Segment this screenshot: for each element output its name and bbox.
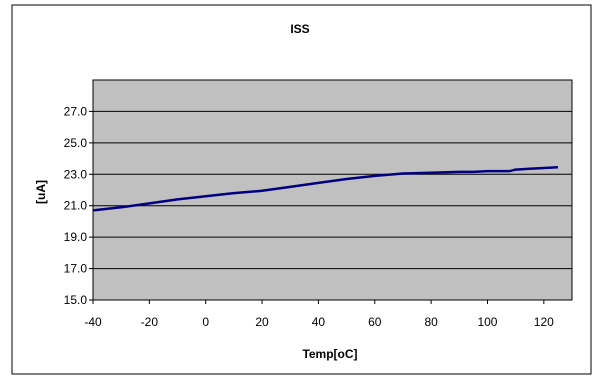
- y-tick-label: 21.0: [64, 199, 88, 213]
- series-layer: [92, 165, 558, 212]
- chart-title: ISS: [290, 22, 309, 36]
- x-tick-label: 100: [477, 315, 497, 329]
- y-tick-label: 19.0: [64, 230, 88, 244]
- x-tick-label: 80: [424, 315, 438, 329]
- x-tick-label: 20: [255, 315, 269, 329]
- x-tick-label: 60: [368, 315, 382, 329]
- y-tick-label: 17.0: [64, 262, 88, 276]
- axis-layer: 15.0 17.0 19.0 21.0 23.0 25.0 27.0 -40 -20 0 20 40 6…: [64, 80, 572, 329]
- plot-area: [92, 79, 573, 301]
- x-tick-label: 120: [534, 315, 554, 329]
- x-tick-label: -20: [141, 315, 159, 329]
- y-tick-label: 23.0: [64, 167, 88, 181]
- x-axis-title: Temp[oC]: [302, 347, 357, 361]
- y-tick-label: 15.0: [64, 293, 88, 307]
- x-tick-label: 40: [312, 315, 326, 329]
- y-tick-label: 25.0: [64, 136, 88, 150]
- y-tick-label: 27.0: [64, 104, 88, 118]
- y-axis-title: [uA]: [34, 180, 48, 204]
- series-line: [92, 165, 558, 212]
- x-tick-label: -40: [84, 315, 102, 329]
- x-tick-label: 0: [202, 315, 209, 329]
